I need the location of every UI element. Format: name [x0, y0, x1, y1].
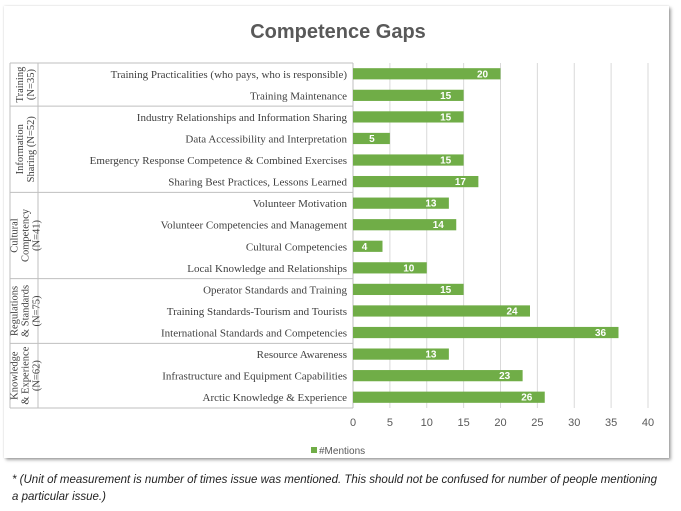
category-label: Training Standards-Tourism and Tourists — [167, 306, 347, 318]
x-axis-ticks: 0 5 10 15 20 25 30 35 40 — [350, 417, 654, 429]
group-label: InformationSharing (N=52) — [15, 116, 37, 183]
data-label: 17 — [455, 177, 467, 188]
bar — [353, 219, 457, 231]
category-label: International Standards and Competencies — [161, 328, 347, 340]
bar — [353, 132, 390, 145]
data-label: 20 — [477, 69, 489, 80]
legend-label: #Mentions — [319, 446, 365, 457]
category-label: Data Accessibility and Interpretation — [185, 133, 347, 145]
bar — [353, 154, 464, 166]
bar — [353, 68, 501, 80]
category-label: Volunteer Competencies and Management — [161, 220, 347, 232]
data-label: 10 — [403, 263, 415, 274]
category-label: Cultural Competencies — [246, 241, 347, 253]
bar — [353, 197, 449, 209]
legend: #Mentions — [311, 446, 365, 457]
x-tick-label: 30 — [568, 417, 580, 429]
data-label: 15 — [440, 285, 452, 296]
x-tick-label: 0 — [350, 417, 356, 429]
bar — [353, 175, 479, 188]
x-tick-label: 25 — [531, 417, 543, 429]
category-label: Industry Relationships and Information S… — [137, 112, 348, 124]
data-label: 15 — [440, 156, 452, 167]
footnote: * (Unit of measurement is number of time… — [12, 474, 657, 503]
bar — [353, 89, 464, 101]
legend-swatch — [311, 447, 317, 453]
data-label: 23 — [499, 371, 511, 382]
category-label: Operator Standards and Training — [203, 284, 347, 296]
bar — [353, 283, 464, 296]
category-label: Arctic Knowledge & Experience — [203, 392, 348, 404]
chart-title: Competence Gaps — [250, 21, 426, 43]
category-label: Emergency Response Competence & Combined… — [90, 155, 347, 167]
bar — [353, 326, 619, 339]
category-labels: Training Practicalities (who pays, who i… — [90, 69, 348, 404]
category-label: Volunteer Motivation — [253, 198, 348, 210]
bar-chart: Competence Gaps 201515515171314410152436… — [9, 21, 654, 457]
x-tick-label: 10 — [421, 417, 433, 429]
group-label: Training(N=35) — [15, 66, 37, 103]
chart-frame: Competence Gaps 20 15 15 5 15 17 13 14 4 10 15 24 36… — [4, 6, 669, 458]
bar — [353, 370, 523, 382]
x-tick-label: 40 — [642, 417, 654, 429]
group-label: Regulations& Standards(N=75) — [10, 285, 43, 337]
group-label: Knowledge& Experience(N=62) — [10, 346, 43, 404]
group-label: CulturalCompetency(N=41) — [10, 208, 43, 262]
category-label: Local Knowledge and Relationships — [187, 263, 347, 275]
data-label: 4 — [362, 242, 368, 253]
data-label: 15 — [440, 91, 452, 102]
data-label: 13 — [425, 350, 437, 361]
data-label: 5 — [369, 134, 375, 145]
bar — [353, 240, 383, 252]
x-tick-label: 35 — [605, 417, 617, 429]
x-tick-label: 20 — [494, 417, 506, 429]
data-label: 36 — [595, 328, 607, 339]
category-label: Infrastructure and Equipment Capabilitie… — [162, 371, 347, 383]
x-tick-label: 5 — [387, 417, 393, 429]
bar — [353, 391, 545, 403]
bar — [353, 262, 427, 274]
group-labels: Training(N=35) InformationSharing (N=52) C… — [9, 62, 353, 409]
data-label: 24 — [506, 306, 518, 317]
data-label: 13 — [425, 199, 437, 210]
data-label: 26 — [521, 393, 533, 404]
category-label: Training Practicalities (who pays, who i… — [111, 69, 348, 81]
category-label: Sharing Best Practices, Lessons Learned — [168, 177, 347, 189]
bar — [353, 305, 530, 317]
bar — [353, 348, 449, 360]
data-label: 14 — [433, 220, 445, 231]
bar — [353, 111, 464, 123]
data-label: 15 — [440, 112, 452, 123]
category-label: Resource Awareness — [257, 349, 347, 361]
x-tick-label: 15 — [458, 417, 470, 429]
category-label: Training Maintenance — [250, 90, 347, 102]
